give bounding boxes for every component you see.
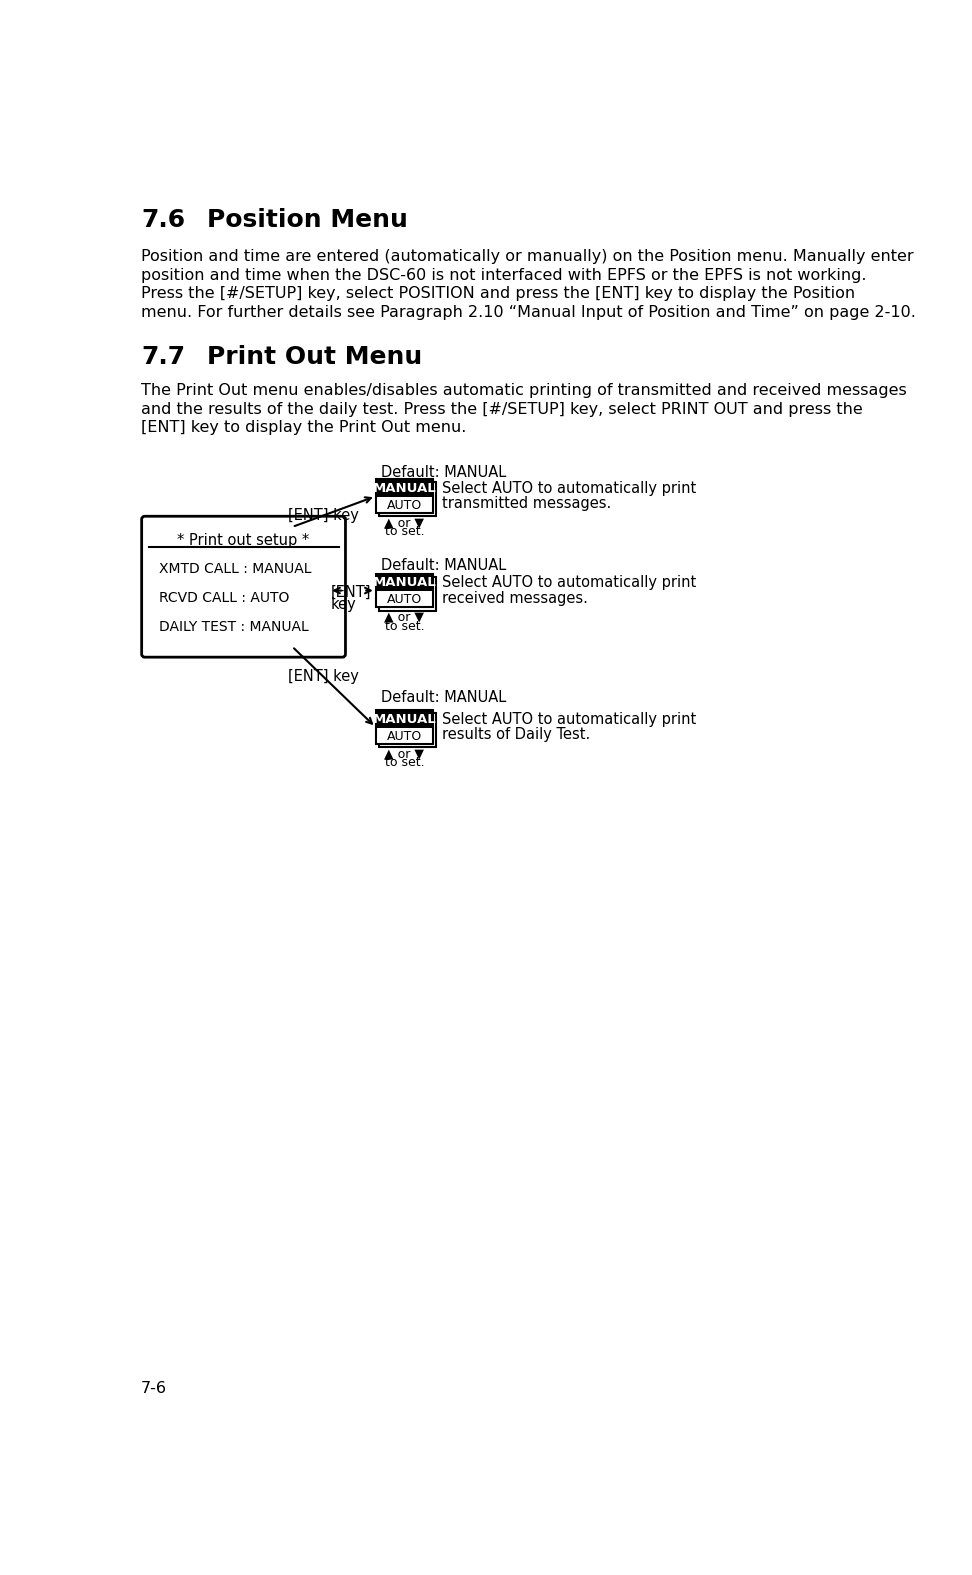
Text: key: key [330,597,357,611]
Text: to set.: to set. [385,756,424,770]
Text: position and time when the DSC-60 is not interfaced with EPFS or the EPFS is not: position and time when the DSC-60 is not… [141,268,866,282]
Bar [376,710,434,743]
Text: received messages.: received messages. [441,591,587,605]
Bar [376,710,434,728]
Text: ▲ or ▼: ▲ or ▼ [384,611,425,624]
Bar [376,479,434,496]
Text: MANUAL: MANUAL [372,712,436,726]
Text: Default: MANUAL: Default: MANUAL [381,466,506,480]
Text: transmitted messages.: transmitted messages. [441,496,610,512]
Text: [ENT]: [ENT] [330,584,371,600]
Bar [379,482,436,517]
Text: and the results of the daily test. Press the [#/SETUP] key, select PRINT OUT and: and the results of the daily test. Press… [141,402,862,416]
Bar [376,479,434,513]
Text: Default: MANUAL: Default: MANUAL [381,558,506,573]
Text: * Print out setup *: * Print out setup * [178,534,310,548]
Text: RCVD CALL : AUTO: RCVD CALL : AUTO [158,591,289,605]
Text: 7-6: 7-6 [141,1381,167,1395]
Text: Select AUTO to automatically print: Select AUTO to automatically print [441,575,696,591]
Text: XMTD CALL : MANUAL: XMTD CALL : MANUAL [158,562,311,576]
Bar [376,573,434,608]
Text: MANUAL: MANUAL [372,576,436,589]
Text: to set.: to set. [385,621,424,633]
Text: to set.: to set. [385,526,424,539]
Text: Select AUTO to automatically print: Select AUTO to automatically print [441,480,696,496]
Text: [ENT] key to display the Print Out menu.: [ENT] key to display the Print Out menu. [141,421,467,435]
Text: Position and time are entered (automatically or manually) on the Position menu. : Position and time are entered (automatic… [141,249,914,265]
Text: Select AUTO to automatically print: Select AUTO to automatically print [441,712,696,726]
Text: menu. For further details see Paragraph 2.10 “Manual Input of Position and Time”: menu. For further details see Paragraph … [141,304,916,320]
Text: ▲ or ▼: ▲ or ▼ [384,747,425,761]
Text: AUTO: AUTO [387,592,422,606]
Text: Press the [#/SETUP] key, select POSITION and press the [ENT] key to display the : Press the [#/SETUP] key, select POSITION… [141,287,855,301]
Bar [379,576,436,611]
Bar [379,713,436,747]
Text: AUTO: AUTO [387,499,422,512]
Text: Default: MANUAL: Default: MANUAL [381,690,506,706]
Text: DAILY TEST : MANUAL: DAILY TEST : MANUAL [158,621,308,635]
Text: [ENT] key: [ENT] key [288,669,359,685]
Text: [ENT] key: [ENT] key [288,507,359,523]
FancyBboxPatch shape [142,517,345,657]
Text: results of Daily Test.: results of Daily Test. [441,728,590,742]
Text: Position Menu: Position Menu [207,208,407,232]
Text: AUTO: AUTO [387,729,422,742]
Text: 7.7: 7.7 [141,345,185,369]
Text: Print Out Menu: Print Out Menu [207,345,422,369]
Text: ▲ or ▼: ▲ or ▼ [384,517,425,529]
Bar [376,573,434,591]
Text: 7.6: 7.6 [141,208,185,232]
Text: The Print Out menu enables/disables automatic printing of transmitted and receiv: The Print Out menu enables/disables auto… [141,383,907,398]
Text: MANUAL: MANUAL [372,482,436,495]
